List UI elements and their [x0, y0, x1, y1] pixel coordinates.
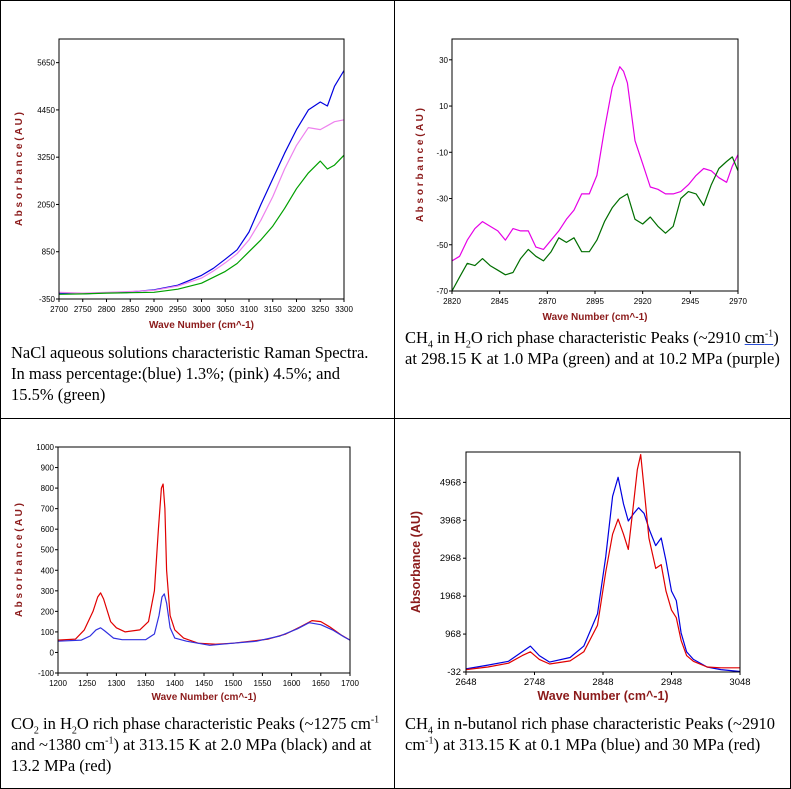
y-tick-label: 0 [50, 648, 55, 657]
series-line-0 [465, 476, 741, 673]
y-tick-label: 4450 [37, 106, 55, 115]
y-tick-label: -350 [39, 295, 56, 304]
x-tick-label: 2750 [74, 305, 92, 314]
y-axis-label: A b s o r b a n c e ( A U ) [14, 503, 25, 617]
x-tick-label: 2870 [538, 297, 556, 306]
y-tick-label: 1968 [440, 591, 461, 602]
y-tick-label: 900 [41, 464, 55, 473]
y-tick-label: 2968 [440, 553, 461, 564]
x-tick-label: 3200 [288, 305, 306, 314]
x-tick-label: 2920 [634, 297, 652, 306]
x-tick-label: 2900 [145, 305, 163, 314]
x-tick-label: 2648 [455, 677, 476, 688]
y-tick-label: -50 [436, 241, 448, 250]
x-tick-label: 1550 [254, 679, 272, 688]
x-axis-label: Wave Number (cm^-1) [149, 320, 254, 331]
plot-frame [465, 451, 741, 673]
x-tick-label: 1250 [78, 679, 96, 688]
series-line-2 [58, 154, 345, 295]
x-axis-label: Wave Number (cm^-1) [543, 312, 648, 323]
x-tick-label: 3100 [240, 305, 258, 314]
caption-co2-h2o: CO2 in H2O rich phase characteristic Pea… [11, 714, 380, 775]
x-tick-label: 1350 [137, 679, 155, 688]
x-tick-label: 3000 [193, 305, 211, 314]
x-axis-label: Wave Number (cm^-1) [152, 692, 257, 703]
x-tick-label: 2945 [681, 297, 699, 306]
x-tick-label: 3150 [264, 305, 282, 314]
y-tick-label: 10 [439, 102, 448, 111]
chart-co2-h2o: 1200 1250 1300 1350 1400 1450 1500 1550 1600 1650… [14, 443, 359, 703]
y-tick-label: 100 [41, 628, 55, 637]
x-tick-label: 2700 [50, 305, 68, 314]
y-tick-label: 400 [41, 566, 55, 575]
x-axis-label: Wave Number (cm^-1) [537, 689, 668, 703]
y-tick-label: -32 [447, 667, 461, 678]
y-tick-label: 4968 [440, 477, 461, 488]
y-tick-label: 1000 [36, 443, 54, 452]
chart-ch4-h2o: 2820 2845 2870 2895 2920 2945 2970 -70 -50 -30 -10… [415, 38, 747, 323]
series-line-0 [451, 66, 739, 262]
x-tick-label: 1200 [49, 679, 67, 688]
table-divider-horizontal [0, 418, 791, 419]
y-tick-label: 3250 [37, 153, 55, 162]
y-axis-label: Absorbance (AU) [409, 511, 423, 613]
x-tick-label: 2748 [524, 677, 545, 688]
series-line-1 [58, 119, 345, 294]
x-tick-label: 2895 [586, 297, 604, 306]
caption-ch4-h2o: CH4 in H2O rich phase characteristic Pea… [405, 328, 780, 368]
y-tick-label: 5650 [37, 59, 55, 68]
x-tick-label: 2970 [729, 297, 747, 306]
y-tick-label: -70 [436, 287, 448, 296]
y-tick-label: 968 [445, 629, 461, 640]
y-tick-label: 2050 [37, 200, 55, 209]
caption-underlined-unit: cm-1 [744, 328, 774, 347]
x-tick-label: 1450 [195, 679, 213, 688]
series-line-1 [465, 454, 740, 671]
x-tick-label: 2950 [169, 305, 187, 314]
x-tick-label: 3250 [311, 305, 329, 314]
x-tick-label: 1650 [312, 679, 330, 688]
x-tick-label: 1600 [283, 679, 301, 688]
series-line-1 [451, 156, 739, 292]
x-tick-label: 1400 [166, 679, 184, 688]
y-tick-label: 700 [41, 505, 55, 514]
caption-nacl: NaCl aqueous solutions characteristic Ra… [11, 343, 369, 404]
x-tick-label: 3300 [335, 305, 353, 314]
table-divider-vertical [394, 0, 395, 789]
x-tick-label: 2800 [98, 305, 116, 314]
chart-nacl: 2700 2750 2800 2850 2900 2950 3000 3050 3100 3150… [14, 38, 353, 331]
y-axis-label: A b s o r b a n c e ( A U ) [14, 112, 25, 226]
y-tick-label: -100 [38, 669, 55, 678]
y-tick-label: 200 [41, 607, 55, 616]
y-tick-label: 800 [41, 484, 55, 493]
y-tick-label: 300 [41, 587, 55, 596]
x-tick-label: 2850 [121, 305, 139, 314]
y-tick-label: 500 [41, 546, 55, 555]
x-tick-label: 2845 [491, 297, 509, 306]
y-tick-label: 600 [41, 525, 55, 534]
y-tick-label: 850 [42, 248, 56, 257]
x-tick-label: 3050 [216, 305, 234, 314]
y-tick-label: -10 [436, 148, 448, 157]
y-tick-label: 30 [439, 56, 448, 65]
x-tick-label: 2948 [661, 677, 682, 688]
y-tick-label: 3968 [440, 515, 461, 526]
x-tick-label: 3048 [729, 677, 750, 688]
x-tick-label: 1700 [341, 679, 359, 688]
x-tick-label: 1500 [224, 679, 242, 688]
caption-ch4-butanol: CH4 in n-butanol rich phase characterist… [405, 714, 775, 754]
y-tick-label: -30 [436, 195, 448, 204]
x-tick-label: 1300 [108, 679, 126, 688]
x-tick-label: 2848 [592, 677, 613, 688]
x-tick-label: 2820 [443, 297, 461, 306]
series-line-1 [57, 593, 351, 646]
y-axis-label: A b s o r b a n c e ( A U ) [415, 108, 426, 222]
